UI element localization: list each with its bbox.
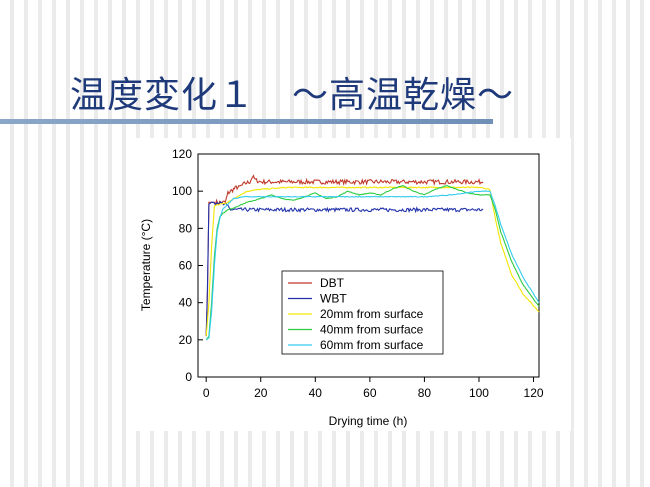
x-axis-ticks: 0 20 40 60 80 100 120 [203,377,544,400]
x-tick-label: 40 [309,386,323,400]
y-tick-label: 20 [179,333,193,347]
legend-label: 60mm from surface [320,338,424,352]
y-tick-label: 120 [172,147,192,161]
x-tick-label: 80 [418,386,432,400]
y-tick-label: 0 [185,370,192,384]
legend-label: 20mm from surface [320,307,424,321]
series-line-4 [205,190,540,341]
slide-title: 温度変化１ ～高温乾燥～ [70,75,515,116]
temperature-chart: 0 20 40 60 80 100 120 0 20 40 60 80 100 120 Temperat… [139,147,544,428]
x-tick-label: 0 [203,386,210,400]
series-line-1 [205,201,484,337]
title-underline-bar [0,119,493,124]
series-lines [205,174,540,341]
y-tick-label: 80 [179,221,193,235]
y-axis-label: Temperature (°C) [139,219,153,311]
y-tick-label: 40 [179,296,193,310]
x-tick-label: 20 [254,386,268,400]
legend-label: DBT [320,276,345,290]
series-line-2 [205,186,540,337]
y-axis-ticks: 0 20 40 60 80 100 120 [172,147,203,384]
x-tick-label: 120 [524,386,544,400]
y-tick-label: 60 [179,259,193,273]
y-tick-label: 100 [172,184,192,198]
x-tick-label: 60 [363,386,377,400]
series-line-3 [205,185,540,341]
legend-label: 40mm from surface [320,323,424,337]
legend-box [281,270,444,355]
series-line-0 [205,174,484,337]
x-axis-label: Drying time (h) [329,414,408,428]
chart-panel: 0 20 40 60 80 100 120 0 20 40 60 80 100 120 Temperat… [136,138,571,431]
legend-label: WBT [320,292,347,306]
x-tick-label: 100 [469,386,489,400]
